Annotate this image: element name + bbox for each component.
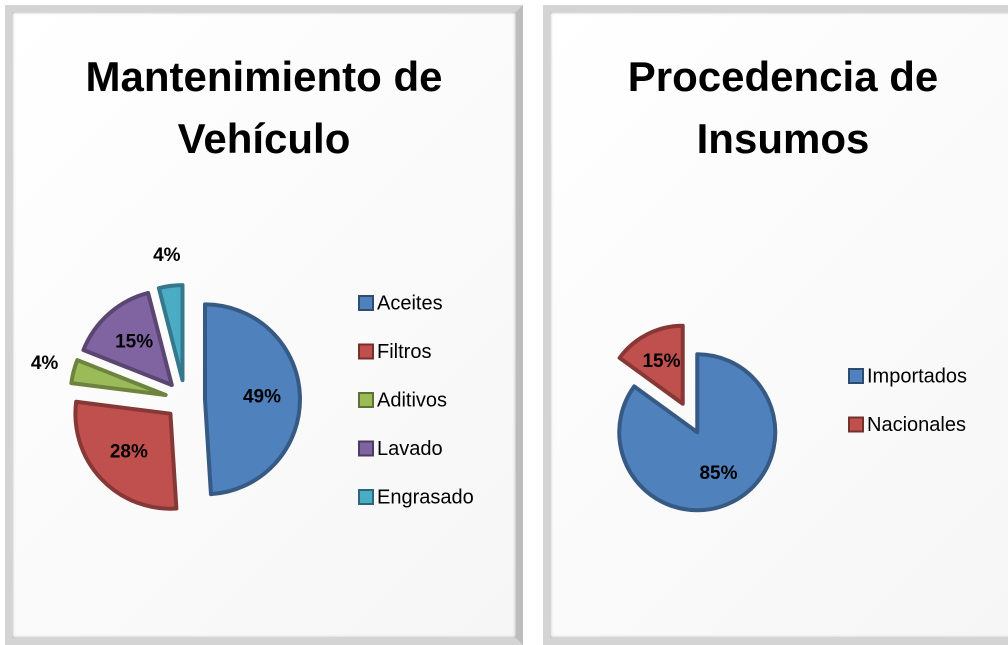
- pie-slice: [73, 399, 179, 511]
- legend-swatch: [848, 416, 864, 433]
- data-label: 4%: [31, 353, 59, 374]
- legend-swatch: [848, 368, 864, 384]
- legend-label: Engrasado: [377, 486, 474, 508]
- chart-title: Procedencia de Insumos: [627, 53, 939, 162]
- pie-slice: [202, 302, 302, 497]
- chart-title: Mantenimiento de Vehículo: [85, 53, 443, 162]
- pie-slice: [81, 290, 174, 387]
- legend-swatch: [358, 343, 374, 360]
- legend-label: Filtros: [377, 341, 431, 363]
- pie-slice: [617, 323, 685, 406]
- pie-slice: [156, 283, 185, 383]
- legend-label: Importados: [867, 365, 967, 387]
- data-label: 4%: [153, 245, 181, 266]
- chart-panel: Mantenimiento de Vehículo: [5, 5, 523, 645]
- pie-slice: [617, 352, 778, 513]
- data-label: 85%: [699, 463, 737, 484]
- legend-swatch: [358, 392, 374, 408]
- legend-label: Aceites: [377, 292, 443, 314]
- data-label: 15%: [642, 351, 680, 372]
- legend-swatch: [358, 295, 374, 311]
- data-label: 49%: [243, 387, 281, 408]
- legend-label: Nacionales: [867, 414, 966, 436]
- data-label: 28%: [110, 442, 148, 463]
- data-label: 15%: [115, 331, 153, 352]
- legend-label: Lavado: [377, 438, 443, 460]
- pie-slice: [69, 358, 168, 398]
- legend-swatch: [358, 489, 374, 505]
- legend-swatch: [358, 440, 374, 457]
- legend-label: Aditivos: [377, 389, 447, 411]
